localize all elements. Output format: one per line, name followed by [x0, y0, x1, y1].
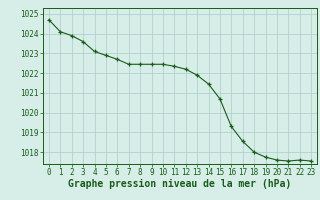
X-axis label: Graphe pression niveau de la mer (hPa): Graphe pression niveau de la mer (hPa): [68, 179, 292, 189]
